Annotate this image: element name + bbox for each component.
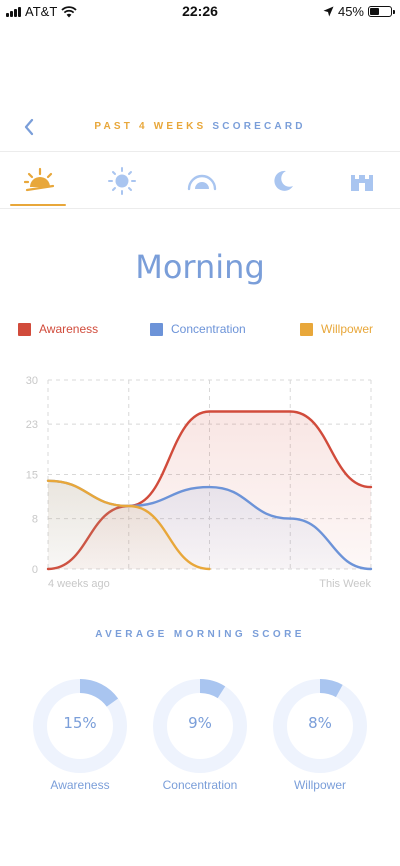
status-left: AT&T (6, 4, 77, 19)
page-title: Morning (135, 248, 265, 286)
battery-percent: 45% (337, 4, 364, 19)
header-title-part2: SCORECARD (212, 121, 306, 132)
back-button[interactable] (18, 112, 42, 142)
y-tick-label: 30 (26, 375, 38, 387)
tab-castle[interactable] (332, 163, 388, 203)
sunset-icon (187, 174, 217, 191)
average-ring-awareness: 15% Awareness (32, 678, 128, 792)
average-label: Concentration (162, 778, 238, 792)
legend-label: Concentration (171, 322, 246, 336)
signal-icon (6, 6, 21, 17)
progress-ring (33, 679, 127, 773)
chart-legend: Awareness Concentration Willpower (0, 322, 400, 342)
legend-swatch (300, 322, 313, 336)
legend-item-awareness: Awareness (18, 322, 98, 336)
tab-moon[interactable] (252, 163, 308, 203)
castle-icon (351, 175, 373, 191)
chart-svg: 30 23 15 8 0 4 weeks ago This Week (26, 375, 373, 590)
ring-fill (273, 679, 367, 773)
average-ring-willpower: 8% Willpower (272, 678, 368, 792)
x-tick-label: 4 weeks ago (48, 578, 110, 590)
legend-swatch (18, 322, 31, 336)
legend-label: Awareness (39, 322, 99, 336)
legend-label: Willpower (321, 322, 374, 336)
header-title-part1: PAST 4 WEEKS (94, 121, 213, 132)
status-bar: AT&T 22:26 45% (0, 0, 400, 22)
chevron-left-icon (24, 118, 34, 136)
location-arrow-icon (323, 6, 334, 17)
header: PAST 4 WEEKS SCORECARD (0, 112, 400, 142)
battery-icon (368, 6, 395, 17)
legend-swatch (150, 322, 163, 336)
active-tab-indicator (10, 204, 66, 206)
battery-level (370, 8, 379, 15)
ring-fill (153, 679, 247, 773)
average-label: Willpower (293, 778, 346, 792)
average-ring-concentration: 9% Concentration (152, 678, 248, 792)
average-percent: 8% (308, 714, 332, 732)
legend-item-concentration: Concentration (150, 322, 246, 336)
y-tick-label: 8 (32, 514, 38, 526)
y-tick-label: 15 (26, 470, 38, 482)
tab-sun[interactable] (92, 163, 148, 203)
sunrise-icon (24, 167, 55, 192)
tab-sunrise[interactable] (10, 163, 66, 203)
average-percent: 9% (188, 714, 212, 732)
wifi-icon (61, 5, 77, 17)
x-tick-label: This Week (319, 578, 371, 590)
status-right: 45% (323, 4, 395, 19)
progress-ring (273, 679, 367, 773)
divider (0, 151, 400, 152)
y-tick-label: 23 (26, 419, 38, 431)
average-percent: 15% (63, 714, 97, 732)
tab-sunset[interactable] (172, 163, 228, 203)
average-label: Awareness (50, 778, 110, 792)
page-header-title: PAST 4 WEEKS SCORECARD (0, 121, 400, 132)
carrier-label: AT&T (25, 4, 58, 19)
series-area-willpower (48, 480, 210, 569)
average-score-title: AVERAGE MORNING SCORE (95, 629, 305, 640)
ring-fill (33, 679, 127, 773)
score-chart: 30 23 15 8 0 4 weeks ago This Week (0, 368, 400, 598)
progress-ring (153, 679, 247, 773)
moon-icon (274, 170, 293, 191)
legend-item-willpower: Willpower (300, 322, 373, 336)
sun-icon (108, 167, 136, 195)
y-tick-label: 0 (32, 564, 38, 576)
series-line-willpower (46, 479, 211, 571)
clock: 22:26 (182, 3, 218, 19)
divider (0, 208, 400, 209)
